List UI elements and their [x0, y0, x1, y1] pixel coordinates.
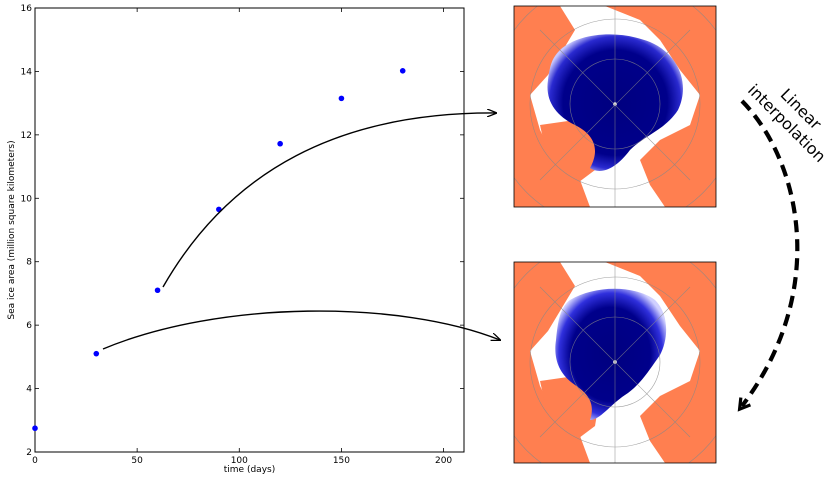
data-point: [399, 67, 406, 74]
scatter-plot: 0 50 100 150 200 2 4 6 8 10 12 14 16 time (days) Se…: [7, 4, 465, 475]
arrow-to-top-map: [162, 113, 496, 288]
map-frame-bottom: [513, 261, 717, 464]
land-north-america-2: [514, 262, 590, 463]
y-axis-label: Sea ice area (million square kilometers): [7, 140, 17, 319]
sea-ice-bottom: [555, 288, 667, 420]
sea-ice-map-top: [514, 6, 716, 207]
y-axis-ticks: 2 4 6 8 10 12 14 16: [21, 4, 464, 458]
y-tick-label: 12: [21, 131, 32, 141]
x-tick-label: 150: [333, 456, 350, 466]
x-axis-ticks: 0 50 100 150 200: [32, 8, 452, 466]
y-tick-label: 4: [26, 385, 32, 395]
land-eurasia-2: [605, 262, 716, 463]
y-tick-label: 16: [21, 4, 33, 14]
sea-ice-map-bottom: [514, 262, 716, 463]
map-frame-top: [513, 5, 717, 208]
interpolation-arrow: [737, 99, 800, 412]
data-point: [93, 350, 100, 357]
data-points: [32, 67, 406, 432]
data-point: [277, 140, 283, 147]
x-tick-label: 200: [435, 456, 452, 466]
data-point: [338, 95, 345, 102]
land-eurasia: [605, 6, 716, 207]
y-tick-label: 8: [26, 258, 32, 268]
land-greenland: [540, 120, 600, 185]
x-tick-label: 100: [231, 456, 248, 466]
y-tick-label: 2: [26, 448, 32, 458]
data-point: [154, 287, 161, 294]
data-point: [32, 425, 38, 432]
arrow-to-bottom-map: [102, 310, 500, 350]
land-north-america: [514, 6, 590, 207]
x-tick-label: 0: [32, 456, 38, 466]
y-tick-label: 14: [21, 67, 33, 77]
x-tick-label: 50: [131, 456, 143, 466]
plot-frame: [34, 7, 465, 453]
y-tick-label: 6: [26, 321, 32, 331]
x-axis-label: time (days): [224, 465, 275, 475]
y-tick-label: 10: [21, 194, 33, 204]
